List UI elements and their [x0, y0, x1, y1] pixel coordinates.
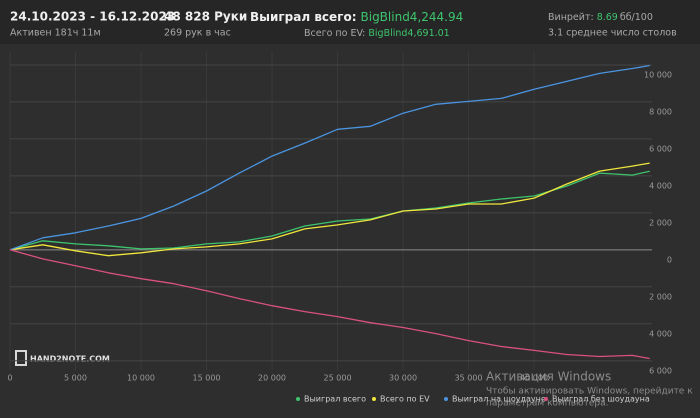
legend-label: Выиграл на шоудауне — [452, 395, 546, 404]
windows-text: параметрам компьютера. — [486, 399, 608, 409]
y-tick-label: 2 000 — [649, 218, 672, 227]
logo-icon — [15, 350, 27, 366]
legend-marker — [296, 397, 300, 401]
y-tick-label: 0 — [667, 255, 672, 264]
header-bg — [0, 0, 700, 44]
y-tick-label: 8 000 — [649, 107, 672, 116]
won-value: BigBlind4,244.94 — [361, 10, 464, 24]
y-tick-label: 6 000 — [649, 144, 672, 153]
x-tick-label: 35 000 — [455, 374, 483, 383]
ev-total: Всего по EV: BigBlind4,691.01 — [304, 28, 450, 39]
legend-label: Всего по EV — [380, 395, 430, 404]
x-tick-label: 25 000 — [324, 374, 352, 383]
y-tick-label: 10 000 — [644, 70, 672, 79]
y-tick-label: 6 000 — [649, 366, 672, 375]
x-tick-label: 20 000 — [258, 374, 286, 383]
plot — [9, 52, 652, 370]
won-label: Выиграл всего: — [250, 10, 357, 24]
ev-label: Всего по EV: — [304, 28, 365, 39]
x-tick-label: 0 — [7, 374, 12, 383]
windows-text: Чтобы активировать Windows, перейдите к — [486, 387, 693, 397]
x-tick-label: 10 000 — [127, 374, 155, 383]
legend-marker — [544, 397, 548, 401]
hands-per-hour: 269 рук в час — [164, 28, 231, 39]
winrate-value: 8.69 — [597, 12, 618, 23]
x-tick-label: 15 000 — [193, 374, 221, 383]
date-range: 24.10.2023 - 16.12.2023 — [10, 10, 175, 24]
x-tick-label: 40 000 — [520, 374, 548, 383]
legend-label: Выиграл всего — [304, 395, 366, 404]
windows-title: Активация Windows — [486, 370, 611, 384]
series-line — [9, 162, 650, 257]
won-total: Выиграл всего: BigBlind4,244.94 — [250, 10, 463, 24]
y-tick-label: 2 000 — [649, 292, 672, 301]
x-tick-label: 5 000 — [64, 374, 87, 383]
winrate: Винрейт: 8.69 бб/100 — [548, 12, 653, 23]
hands: 48 828 Руки — [164, 10, 247, 24]
legend-marker — [444, 397, 448, 401]
series-line — [9, 64, 650, 251]
watermark: HAND2NOTE.COM — [30, 355, 110, 364]
avg-tables: 3.1 среднее число столов — [548, 28, 677, 39]
winrate-label: Винрейт: — [548, 12, 594, 23]
series-line — [9, 249, 650, 360]
winrate-unit: бб/100 — [620, 12, 653, 23]
legend-label: Выиграл без шоудауна — [552, 395, 650, 404]
legend-marker — [372, 397, 376, 401]
y-tick-label: 4 000 — [649, 181, 672, 190]
active-time: Активен 181ч 11м — [10, 28, 101, 39]
ev-value: BigBlind4,691.01 — [368, 28, 449, 39]
x-tick-label: 30 000 — [389, 374, 417, 383]
y-tick-label: 4 000 — [649, 329, 672, 338]
